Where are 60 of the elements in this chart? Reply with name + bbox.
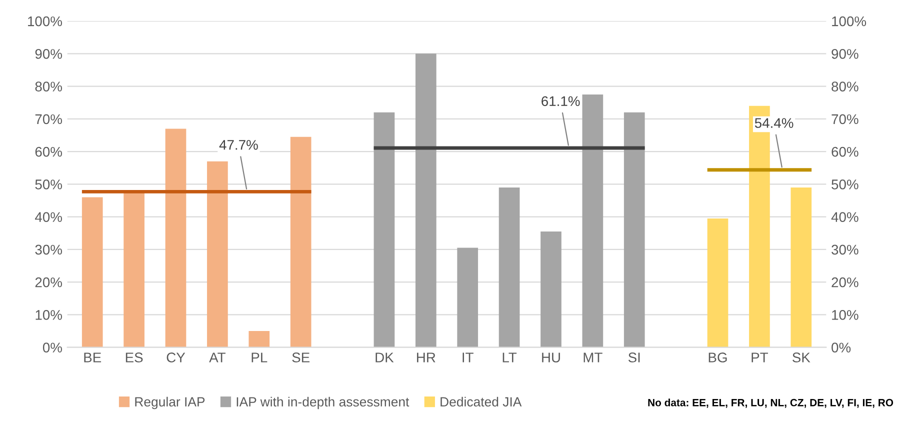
- bar: [290, 136, 312, 348]
- y2-tick-label: 100%: [832, 16, 866, 26]
- y-tick-label: 40%: [35, 212, 62, 222]
- x-tick-label: SI: [628, 352, 640, 362]
- x-tick-label: SE: [292, 352, 310, 362]
- bar: [82, 197, 103, 348]
- y-tick-label: 10%: [36, 310, 62, 320]
- bar: [415, 54, 436, 348]
- legend-label: Dedicated JIA: [440, 396, 522, 407]
- x-tick-label: DK: [376, 352, 394, 362]
- y2-tick-label: 30%: [832, 244, 858, 255]
- ref-line-label: 61.1%: [542, 96, 580, 106]
- x-tick-label: PL: [252, 352, 268, 362]
- legend-label: IAP with in-depth assessment: [236, 396, 410, 410]
- y-tick-label: 90%: [35, 49, 62, 59]
- bar: [457, 248, 478, 348]
- y-tick-label: 30%: [35, 244, 62, 255]
- y-tick-label: 60%: [35, 146, 62, 157]
- y2-tick-label: 0%: [832, 342, 851, 352]
- y2-tick-label: 40%: [831, 212, 858, 222]
- y2-tick-label: 20%: [832, 277, 858, 288]
- legend-label: Regular IAP: [135, 396, 205, 410]
- x-tick-label: PT: [752, 352, 768, 362]
- x-tick-label: HR: [417, 352, 436, 362]
- bar: [498, 187, 520, 348]
- x-tick-label: IT: [462, 352, 474, 362]
- bar: [207, 161, 228, 348]
- bar: [624, 112, 645, 348]
- bar: [124, 192, 144, 348]
- ref-line-label: 54.4%: [754, 118, 794, 128]
- x-tick-label: ES: [126, 352, 143, 362]
- bar: [582, 94, 604, 348]
- y-tick-label: 0%: [42, 342, 62, 352]
- bar: [707, 218, 728, 348]
- bar: [540, 231, 562, 348]
- y2-tick-label: 90%: [832, 49, 858, 59]
- ref-line-label: 47.7%: [219, 140, 258, 150]
- x-tick-label: CY: [166, 352, 186, 362]
- bar: [374, 112, 395, 348]
- y-tick-label: 80%: [35, 82, 62, 92]
- y2-tick-label: 70%: [832, 114, 858, 124]
- x-tick-label: MT: [584, 352, 602, 362]
- y-tick-label: 100%: [28, 16, 62, 26]
- text: No data: EE, EL, FR, LU, NL, CZ, DE, LV, FI, IE, RO: [648, 398, 894, 408]
- x-tick-label: BG: [708, 352, 727, 362]
- x-tick-label: BE: [84, 352, 102, 362]
- y2-tick-label: 80%: [832, 82, 858, 92]
- y-tick-label: 50%: [35, 180, 62, 190]
- y2-tick-label: 50%: [832, 180, 858, 190]
- bar: [790, 187, 812, 348]
- x-tick-label: SK: [792, 352, 810, 362]
- y-tick-label: 20%: [35, 277, 62, 288]
- y-tick-label: 70%: [35, 114, 62, 124]
- x-tick-label: HU: [542, 352, 560, 362]
- x-tick-label: AT: [209, 352, 226, 362]
- y2-tick-label: 10%: [832, 310, 858, 320]
- x-tick-label: LT: [502, 352, 517, 362]
- bar: [165, 128, 186, 348]
- bar: [248, 331, 270, 348]
- y2-tick-label: 60%: [832, 146, 858, 157]
